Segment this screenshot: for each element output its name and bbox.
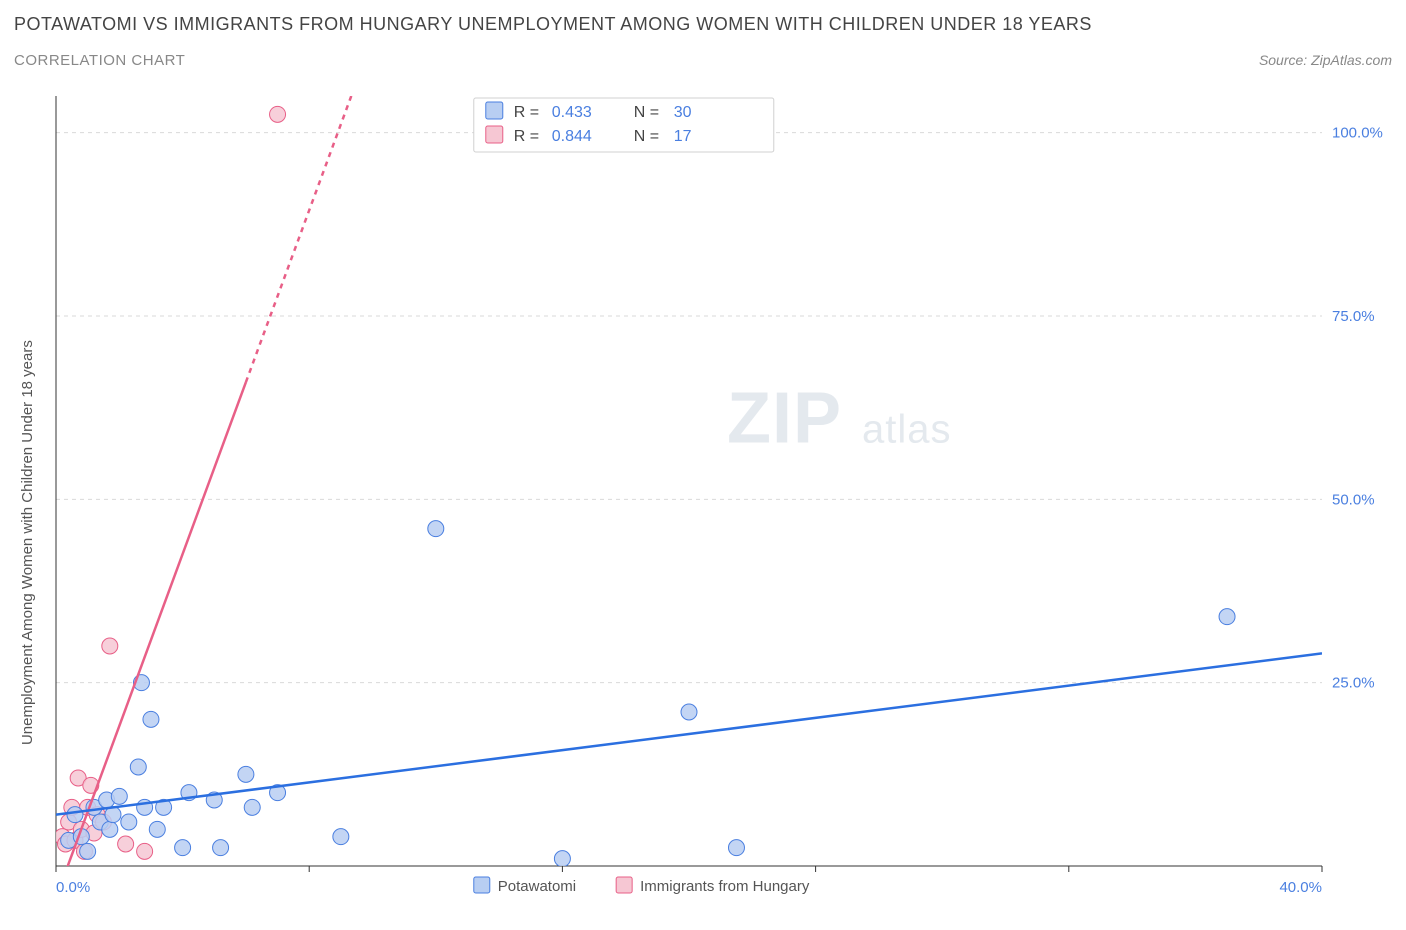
bottom-legend-swatch xyxy=(616,877,632,893)
legend-swatch xyxy=(486,102,503,119)
plot-frame: ZIP atlas 0.0% 40.0% 25.0% 50.0% 75.0% 100.0% Un… xyxy=(16,88,1392,906)
legend-n-label: N = xyxy=(634,104,659,121)
watermark-small: atlas xyxy=(862,408,952,452)
chart-title: POTAWATOMI VS IMMIGRANTS FROM HUNGARY UN… xyxy=(14,14,1092,35)
scatter-point-hungary xyxy=(102,638,118,654)
scatter-point-potawatomi xyxy=(102,821,118,837)
subtitle-row: CORRELATION CHART Source: ZipAtlas.com xyxy=(14,52,1392,69)
scatter-point-potawatomi xyxy=(111,788,127,804)
scatter-point-potawatomi xyxy=(333,829,349,845)
scatter-point-potawatomi xyxy=(213,840,229,856)
scatter-point-hungary xyxy=(137,843,153,859)
legend-r-label: R = xyxy=(514,128,539,145)
scatter-point-potawatomi xyxy=(67,807,83,823)
scatter-point-potawatomi xyxy=(80,843,96,859)
scatter-point-potawatomi xyxy=(149,821,165,837)
chart-svg: ZIP atlas 0.0% 40.0% 25.0% 50.0% 75.0% 100.0% Un… xyxy=(16,88,1392,906)
legend-n-value: 30 xyxy=(674,104,692,121)
legend-r-label: R = xyxy=(514,104,539,121)
regression-line xyxy=(56,653,1322,814)
y-tick-label: 50.0% xyxy=(1332,491,1375,508)
scatter-point-potawatomi xyxy=(238,766,254,782)
scatter-point-hungary xyxy=(270,106,286,122)
y-axis-label: Unemployment Among Women with Children U… xyxy=(19,340,36,745)
scatter-point-potawatomi xyxy=(130,759,146,775)
chart-container: POTAWATOMI VS IMMIGRANTS FROM HUNGARY UN… xyxy=(0,0,1406,930)
legend-n-value: 17 xyxy=(674,128,692,145)
legend-swatch xyxy=(486,126,503,143)
bottom-legend-label: Immigrants from Hungary xyxy=(640,878,810,895)
legend-r-value: 0.844 xyxy=(552,128,592,145)
y-tick-label: 75.0% xyxy=(1332,308,1375,325)
scatter-point-potawatomi xyxy=(175,840,191,856)
scatter-point-potawatomi xyxy=(728,840,744,856)
watermark-big: ZIP xyxy=(727,379,842,459)
legend-n-label: N = xyxy=(634,128,659,145)
y-tick-label: 25.0% xyxy=(1332,675,1375,692)
bottom-legend-label: Potawatomi xyxy=(498,878,576,895)
legend-r-value: 0.433 xyxy=(552,104,592,121)
scatter-point-potawatomi xyxy=(143,711,159,727)
bottom-legend-swatch xyxy=(474,877,490,893)
chart-source: Source: ZipAtlas.com xyxy=(1259,52,1392,68)
regression-line-dashed xyxy=(246,88,357,382)
chart-subtitle: CORRELATION CHART xyxy=(14,52,185,69)
scatter-point-potawatomi xyxy=(554,851,570,867)
scatter-point-potawatomi xyxy=(681,704,697,720)
scatter-point-potawatomi xyxy=(428,521,444,537)
scatter-point-potawatomi xyxy=(1219,609,1235,625)
x-tick-label: 40.0% xyxy=(1279,879,1322,896)
y-tick-label: 100.0% xyxy=(1332,125,1383,142)
x-tick-label: 0.0% xyxy=(56,879,90,896)
scatter-point-potawatomi xyxy=(244,799,260,815)
scatter-point-potawatomi xyxy=(121,814,137,830)
scatter-point-hungary xyxy=(118,836,134,852)
